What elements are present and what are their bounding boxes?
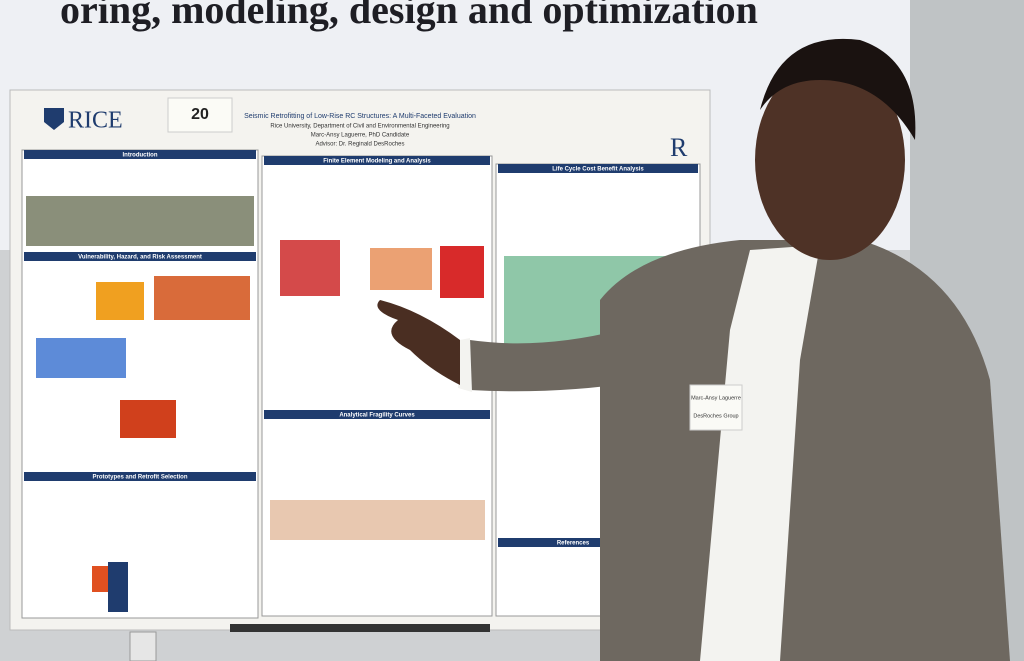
poster-title: Seismic Retrofitting of Low-Rise RC Stru… xyxy=(244,113,476,120)
hair xyxy=(760,38,916,140)
section-heading: Analytical Fragility Curves xyxy=(339,413,415,419)
fragility-plots xyxy=(270,500,485,540)
hysteresis xyxy=(370,248,432,290)
shirt xyxy=(700,245,820,661)
section-heading: Prototypes and Retrofit Selection xyxy=(92,475,187,481)
arm-sleeve xyxy=(470,330,650,392)
building-model xyxy=(108,562,128,612)
jacket xyxy=(600,240,1010,661)
name-tag-name: Marc-Ansy Laguerre xyxy=(691,395,741,401)
section-heading: Introduction xyxy=(123,153,158,159)
column-middle xyxy=(261,155,493,617)
author: Marc-Ansy Laguerre, PhD Candidate xyxy=(311,133,410,139)
section-heading: References xyxy=(557,541,590,547)
affiliation: Rice University, Department of Civil and… xyxy=(270,124,449,130)
section-heading: Finite Element Modeling and Analysis xyxy=(323,159,431,165)
hand xyxy=(377,300,460,385)
advisor: Advisor: Dr. Reginald DesRoches xyxy=(315,142,404,148)
section-bar xyxy=(264,156,490,165)
banner-text: oring, modeling, design and optimization xyxy=(60,0,758,32)
name-tag xyxy=(689,384,743,431)
stacked-chart xyxy=(154,276,250,320)
section-bar xyxy=(24,150,256,159)
easel-bar xyxy=(230,624,490,632)
outlet xyxy=(129,631,157,661)
section-bar xyxy=(264,410,490,419)
section-heading: Vulnerability, Hazard, and Risk Assessme… xyxy=(78,255,202,261)
section-bar xyxy=(498,164,698,173)
cuff xyxy=(458,338,472,392)
logo: RICE xyxy=(68,108,123,134)
histogram xyxy=(96,282,144,320)
map xyxy=(36,338,126,378)
hazard-map xyxy=(120,400,176,438)
section-heading: Life Cycle Cost Benefit Analysis xyxy=(552,167,644,173)
photos xyxy=(26,196,254,246)
rice-r: R xyxy=(670,133,688,162)
name-tag-group: DesRoches Group xyxy=(693,413,738,419)
section-bar xyxy=(24,472,256,481)
number-card xyxy=(167,97,233,133)
model-figure xyxy=(280,240,340,296)
poster-number: 20 xyxy=(191,106,209,123)
heatmap xyxy=(440,246,484,298)
section-bar xyxy=(24,252,256,261)
head xyxy=(755,60,905,260)
rice-shield xyxy=(44,108,64,130)
section-bar xyxy=(498,538,648,547)
